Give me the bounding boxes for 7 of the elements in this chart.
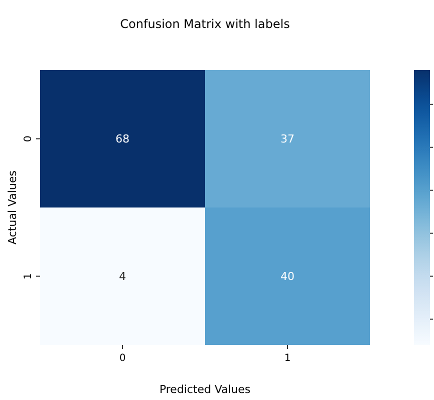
chart-title: Confusion Matrix with labels [120,17,290,31]
y-axis-title: Actual Values [6,170,19,244]
data-label: 40 [280,270,294,284]
data-label: 4 [119,270,126,284]
data-label: 68 [116,132,130,146]
x-axis-title: Predicted Values [159,383,251,396]
data-label: 37 [280,132,294,146]
